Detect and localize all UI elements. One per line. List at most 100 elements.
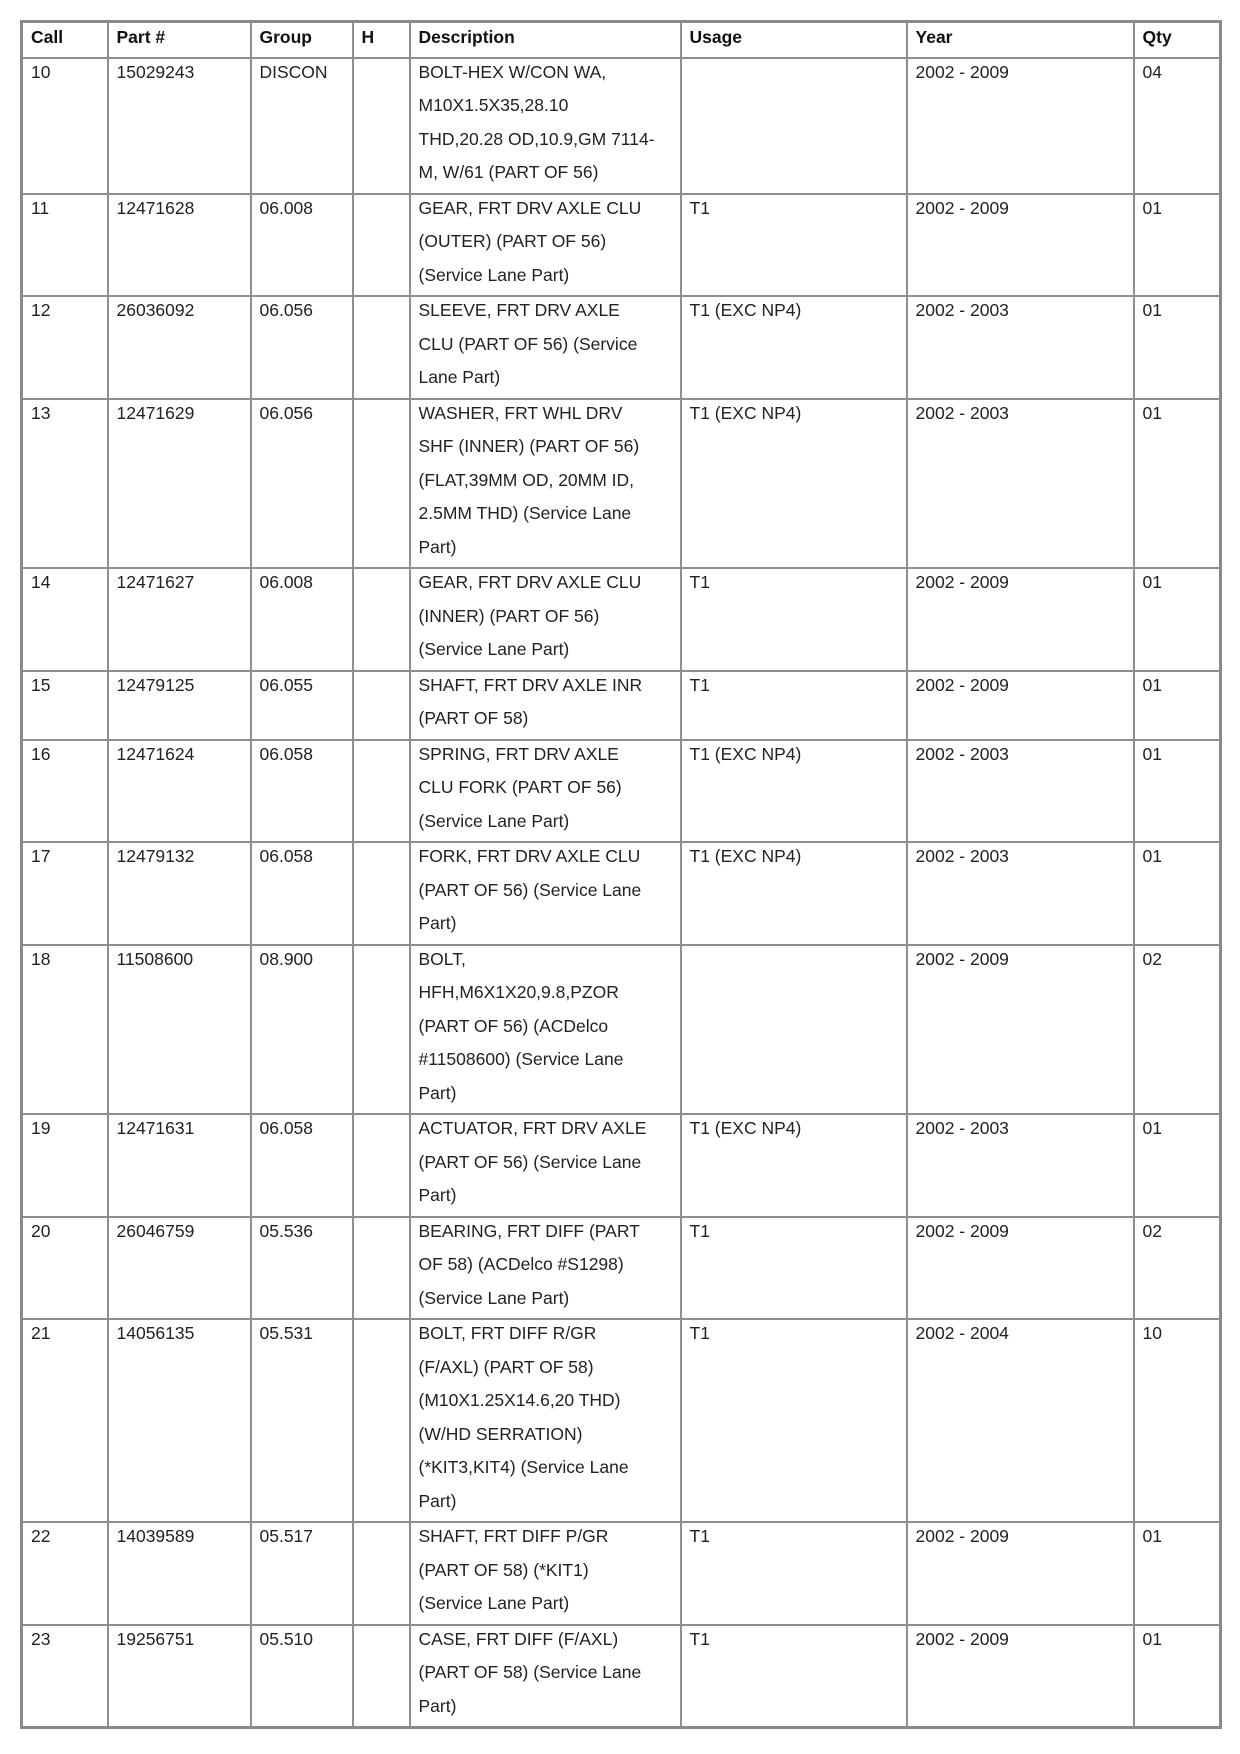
qty-cell: 01 [1132, 738, 1222, 843]
part-number-text: 14056135 [116, 1323, 195, 1343]
usage-cell: T1 [679, 1521, 908, 1626]
qty-cell: 01 [1132, 192, 1222, 297]
usage-cell: T1 (EXC NP4) [679, 841, 908, 946]
table-row: 12 26036092 06.056 SLEEVE, FRT DRV AXLE CLU … [20, 295, 1222, 400]
table-row: 15 12479125 06.055 SHAFT, FRT DRV AXLE INR (… [20, 669, 1222, 741]
header-label: Group [259, 27, 313, 47]
description-line: (FLAT,39MM OD, 20MM ID, [418, 469, 635, 490]
part-number-text: 26036092 [116, 300, 195, 320]
table-row: 23 19256751 05.510 CASE, FRT DIFF (F/AXL) (P… [20, 1623, 1222, 1729]
usage-cell: T1 [679, 1215, 908, 1320]
usage-text: T1 (EXC NP4) [689, 402, 802, 423]
qty-cell: 01 [1132, 295, 1222, 400]
year-cell: 2002 - 2009 [905, 56, 1135, 195]
call-cell: 16 [20, 738, 109, 843]
usage-text: T1 [689, 1220, 710, 1241]
description-line: Part) [418, 1082, 457, 1103]
description-line: (F/AXL) (PART OF 58) [418, 1356, 594, 1377]
description-cell: WASHER, FRT WHL DRV SHF (INNER) (PART OF … [408, 397, 682, 569]
year-text: 2002 - 2004 [915, 1323, 1009, 1343]
description-line: WASHER, FRT WHL DRV [418, 402, 623, 423]
description-line: (Service Lane Part) [418, 264, 570, 285]
qty-text: 10 [1142, 1323, 1162, 1343]
header-description: Description [408, 20, 682, 59]
qty-text: 04 [1142, 61, 1162, 82]
description-cell: BEARING, FRT DIFF (PART OF 58) (ACDelco #… [408, 1215, 682, 1320]
table-body: 10 15029243 DISCON BOLT-HEX W/CON WA, M10X1.… [20, 56, 1222, 1729]
description-cell: BOLT-HEX W/CON WA, M10X1.5X35,28.10 THD,20… [408, 56, 682, 195]
qty-text: 01 [1142, 572, 1162, 592]
group-text: 06.056 [259, 402, 314, 423]
usage-text: T1 (EXC NP4) [689, 743, 802, 764]
description-line: (INNER) (PART OF 56) [418, 605, 600, 626]
description-cell: BOLT, HFH,M6X1X20,9.8,PZOR (PART OF 56) (A… [408, 943, 682, 1115]
h-cell [351, 1113, 411, 1218]
year-text: 2002 - 2003 [915, 846, 1009, 866]
description-line: BEARING, FRT DIFF (PART [418, 1220, 640, 1241]
description-line: (W/HD SERRATION) [418, 1423, 583, 1444]
call-text: 15 [31, 674, 51, 695]
year-text: 2002 - 2003 [915, 300, 1009, 320]
table-row: 14 12471627 06.008 GEAR, FRT DRV AXLE CLU (I… [20, 567, 1222, 672]
part-number-text: 12471629 [116, 402, 195, 423]
group-cell: 05.517 [249, 1521, 354, 1626]
part-number-cell: 12471628 [106, 192, 252, 297]
call-text: 12 [31, 300, 51, 320]
description-line: Part) [418, 1185, 457, 1205]
group-cell: 05.536 [249, 1215, 354, 1320]
usage-cell: T1 (EXC NP4) [679, 738, 908, 843]
year-text: 2002 - 2009 [915, 197, 1009, 218]
qty-cell: 01 [1132, 1623, 1222, 1729]
call-text: 11 [31, 197, 50, 218]
description-line: CLU (PART OF 56) (Service [418, 333, 638, 354]
part-number-cell: 12479132 [106, 841, 252, 946]
group-cell: 06.058 [249, 738, 354, 843]
year-text: 2002 - 2003 [915, 1118, 1009, 1138]
description-line: (PART OF 58) [418, 708, 529, 728]
call-cell: 21 [20, 1318, 109, 1523]
year-text: 2002 - 2009 [915, 948, 1009, 969]
usage-cell: T1 (EXC NP4) [679, 1113, 908, 1218]
description-line: (OUTER) (PART OF 56) [418, 231, 607, 251]
part-number-cell: 26036092 [106, 295, 252, 400]
call-cell: 13 [20, 397, 109, 569]
qty-text: 02 [1142, 1220, 1162, 1241]
description-line: CASE, FRT DIFF (F/AXL) [418, 1628, 619, 1649]
usage-text: T1 (EXC NP4) [689, 846, 802, 866]
table-row: 22 14039589 05.517 SHAFT, FRT DIFF P/GR (PAR… [20, 1521, 1222, 1626]
h-cell [351, 397, 411, 569]
header-year: Year [905, 20, 1135, 59]
group-cell: DISCON [249, 56, 354, 195]
description-line: M10X1.5X35,28.10 [418, 95, 569, 115]
description-line: Part) [418, 1695, 457, 1716]
year-cell: 2002 - 2009 [905, 567, 1135, 672]
description-cell: SPRING, FRT DRV AXLE CLU FORK (PART OF 56… [408, 738, 682, 843]
usage-cell: T1 [679, 1623, 908, 1729]
call-text: 16 [31, 743, 51, 764]
group-text: 06.008 [259, 572, 314, 592]
usage-text: T1 [689, 1526, 710, 1546]
header-row: Call Part # Group H Description Usage Ye… [20, 20, 1222, 59]
description-cell: CASE, FRT DIFF (F/AXL) (PART OF 58) (Serv… [408, 1623, 682, 1729]
part-number-cell: 11508600 [106, 943, 252, 1115]
description-cell: GEAR, FRT DRV AXLE CLU (OUTER) (PART OF 5… [408, 192, 682, 297]
qty-cell: 01 [1132, 841, 1222, 946]
header-label: Year [915, 27, 953, 47]
description-line: (Service Lane Part) [418, 1593, 570, 1613]
description-line: (PART OF 58) (*KIT1) [418, 1559, 589, 1580]
year-text: 2002 - 2009 [915, 1220, 1009, 1241]
group-text: 05.531 [259, 1323, 314, 1343]
group-text: DISCON [259, 61, 328, 82]
description-cell: BOLT, FRT DIFF R/GR (F/AXL) (PART OF 58) (… [408, 1318, 682, 1523]
table-row: 11 12471628 06.008 GEAR, FRT DRV AXLE CLU (O… [20, 192, 1222, 297]
qty-text: 01 [1142, 743, 1162, 764]
header-label: Qty [1142, 27, 1172, 47]
h-cell [351, 669, 411, 741]
year-cell: 2002 - 2004 [905, 1318, 1135, 1523]
qty-cell: 01 [1132, 669, 1222, 741]
call-cell: 12 [20, 295, 109, 400]
header-label: Usage [689, 27, 743, 47]
group-text: 06.056 [259, 300, 314, 320]
year-text: 2002 - 2009 [915, 674, 1009, 695]
header-label: Call [31, 27, 64, 47]
